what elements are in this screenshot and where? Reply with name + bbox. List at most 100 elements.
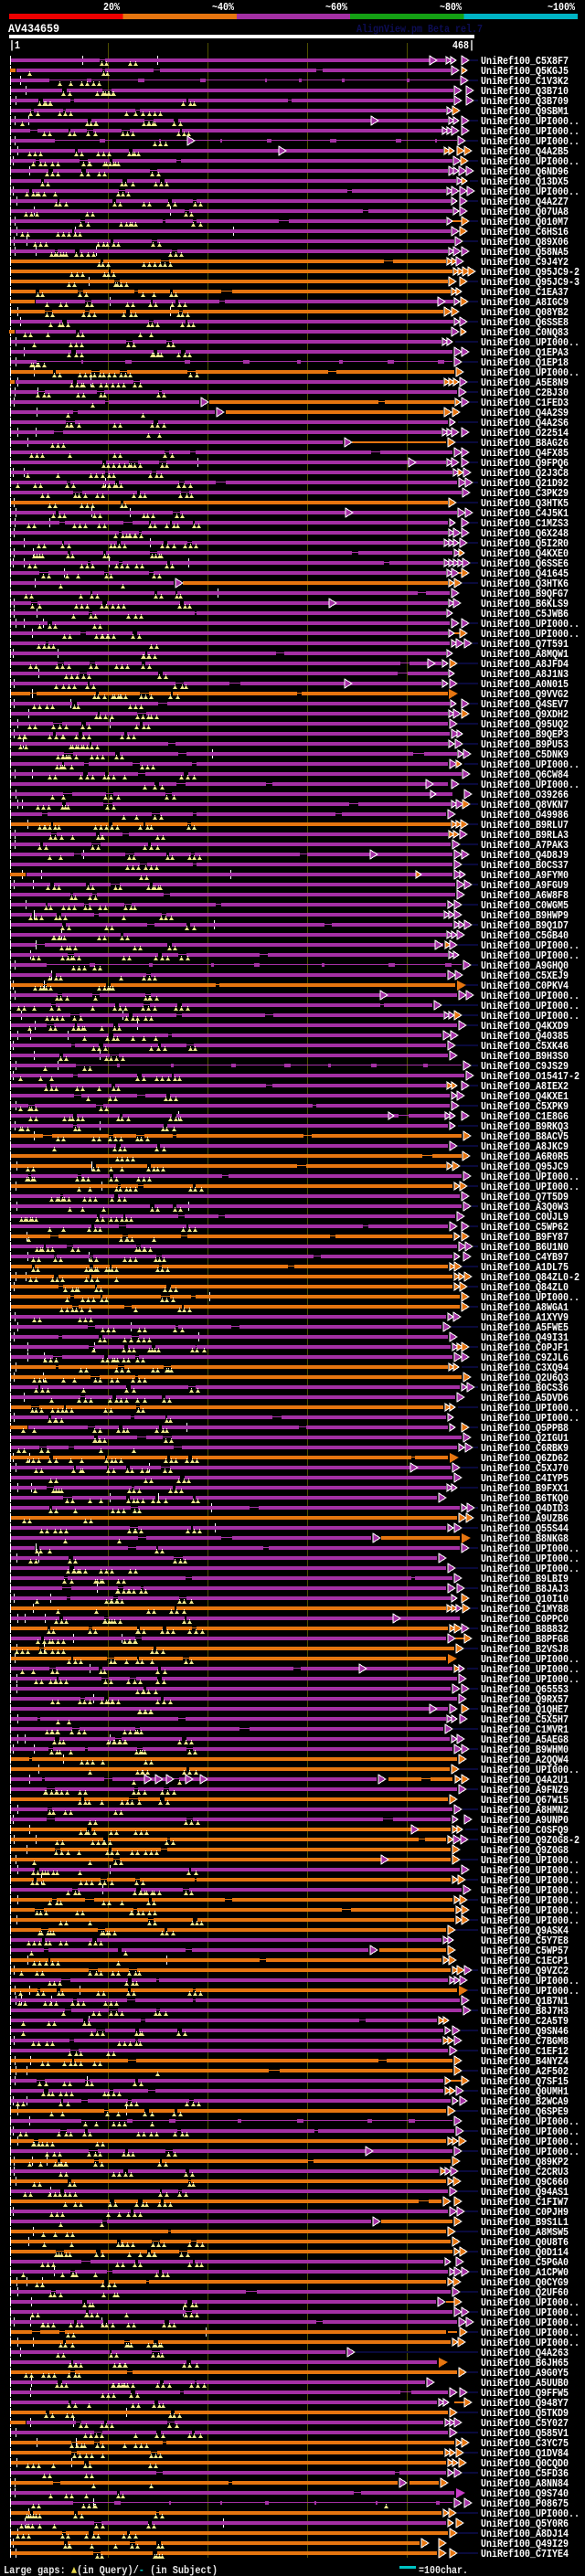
svg-text:UniRef100_Q9VZC2: UniRef100_Q9VZC2 xyxy=(481,1965,569,1977)
svg-text:UniRef100_A8DJ14: UniRef100_A8DJ14 xyxy=(481,2528,569,2540)
svg-text:UniRef100_A6R0R5: UniRef100_A6R0R5 xyxy=(481,1150,569,1163)
svg-text:UniRef100_C5FD36: UniRef100_C5FD36 xyxy=(481,2467,569,2480)
svg-text:UniRef100_Q94AS1: UniRef100_Q94AS1 xyxy=(481,2186,569,2199)
svg-text:UniRef100_Q7T5D9: UniRef100_Q7T5D9 xyxy=(481,1191,569,1203)
svg-text:UniRef100_UPI000..: UniRef100_UPI000.. xyxy=(481,1412,580,1425)
svg-text:UniRef100_C1MZS3: UniRef100_C1MZS3 xyxy=(481,517,569,530)
svg-text:UniRef100_B8B832: UniRef100_B8B832 xyxy=(481,1623,569,1636)
svg-text:UniRef100_B9PU53: UniRef100_B9PU53 xyxy=(481,738,569,751)
svg-text:UniRef100_Q84ZL0: UniRef100_Q84ZL0 xyxy=(481,1281,569,1294)
svg-text:UniRef100_UPI000..: UniRef100_UPI000.. xyxy=(481,779,580,791)
svg-text:UniRef100_UPI000..: UniRef100_UPI000.. xyxy=(481,1010,580,1023)
svg-text:20%: 20% xyxy=(103,1,121,14)
svg-text:UniRef100_Q4D8J9: UniRef100_Q4D8J9 xyxy=(481,849,569,862)
svg-text:UniRef100_UPI000..: UniRef100_UPI000.. xyxy=(481,628,580,641)
svg-text:UniRef100_Q010M7: UniRef100_Q010M7 xyxy=(481,216,569,228)
svg-text:UniRef100_B9LBI9: UniRef100_B9LBI9 xyxy=(481,1573,569,1585)
svg-text:UniRef100_Q55S44: UniRef100_Q55S44 xyxy=(481,1522,569,1535)
svg-text:UniRef100_O22514: UniRef100_O22514 xyxy=(481,427,569,440)
svg-text:UniRef100_B9S1L1: UniRef100_B9S1L1 xyxy=(481,2216,569,2229)
svg-text:UniRef100_A5AEG8: UniRef100_A5AEG8 xyxy=(481,1733,569,1746)
svg-text:UniRef100_Q3B710: UniRef100_Q3B710 xyxy=(481,85,569,98)
svg-text:UniRef100_C3PK29: UniRef100_C3PK29 xyxy=(481,487,569,500)
svg-text:UniRef100_Q13DX5: UniRef100_Q13DX5 xyxy=(481,175,569,188)
svg-text:UniRef100_Q95JC9-2: UniRef100_Q95JC9-2 xyxy=(481,266,580,279)
svg-text:UniRef100_Q948Y7: UniRef100_Q948Y7 xyxy=(481,2397,569,2410)
svg-text:UniRef100_A8NN84: UniRef100_A8NN84 xyxy=(481,2477,569,2490)
svg-text:UniRef100_A8IGC9: UniRef100_A8IGC9 xyxy=(481,296,569,309)
svg-text:UniRef100_B6U1N0: UniRef100_B6U1N0 xyxy=(481,1241,569,1254)
svg-text:UniRef100_C0UJL9: UniRef100_C0UJL9 xyxy=(481,1211,569,1224)
svg-text:UniRef100_A5UUB0: UniRef100_A5UUB0 xyxy=(481,2377,569,2390)
svg-text:UniRef100_Q9C660: UniRef100_Q9C660 xyxy=(481,2176,569,2189)
svg-text:UniRef100_C5XEJ9: UniRef100_C5XEJ9 xyxy=(481,970,569,982)
svg-text:UniRef100_UPI000..: UniRef100_UPI000.. xyxy=(481,2507,580,2520)
svg-text:UniRef100_Q4FX85: UniRef100_Q4FX85 xyxy=(481,447,569,460)
svg-text:UniRef100_Q0U8T6: UniRef100_Q0U8T6 xyxy=(481,2236,569,2249)
svg-text:UniRef100_B9FY87: UniRef100_B9FY87 xyxy=(481,1231,569,1244)
svg-text:UniRef100_UPI000..: UniRef100_UPI000.. xyxy=(481,2136,580,2148)
svg-text:UniRef100_C5Y027: UniRef100_C5Y027 xyxy=(481,2417,569,2430)
svg-text:UniRef100_C3YC75: UniRef100_C3YC75 xyxy=(481,2437,569,2450)
svg-text:UniRef100_UPI000..: UniRef100_UPI000.. xyxy=(481,1402,580,1415)
svg-text:UniRef100_Q6CW84: UniRef100_Q6CW84 xyxy=(481,769,569,781)
svg-text:UniRef100_B0CS37: UniRef100_B0CS37 xyxy=(481,859,569,872)
svg-text:UniRef100_Q1EPA3: UniRef100_Q1EPA3 xyxy=(481,346,569,359)
svg-text:UniRef100_Q4A2Z7: UniRef100_Q4A2Z7 xyxy=(481,196,569,208)
svg-text:AlignView.pm Beta rel.7: AlignView.pm Beta rel.7 xyxy=(356,23,483,36)
svg-text:UniRef100_C9ZJL6: UniRef100_C9ZJL6 xyxy=(481,1352,569,1364)
svg-text:UniRef100_C7BGM8: UniRef100_C7BGM8 xyxy=(481,2035,569,2048)
svg-text:UniRef100_UPI000..: UniRef100_UPI000.. xyxy=(481,1000,580,1012)
svg-text:UniRef100_Q6ZD62: UniRef100_Q6ZD62 xyxy=(481,1452,569,1465)
svg-text:UniRef100_A8HMN2: UniRef100_A8HMN2 xyxy=(481,1804,569,1817)
svg-text:UniRef100_Q65553: UniRef100_Q65553 xyxy=(481,1683,569,1696)
svg-text:UniRef100_C5WP62: UniRef100_C5WP62 xyxy=(481,1221,569,1234)
svg-text:UniRef100_A9G0Y5: UniRef100_A9G0Y5 xyxy=(481,2367,569,2380)
svg-text:UniRef100_UPI000..: UniRef100_UPI000.. xyxy=(481,2146,580,2158)
svg-text:UniRef100_UPI000..: UniRef100_UPI000.. xyxy=(481,135,580,148)
svg-text:UniRef100_A5FWE5: UniRef100_A5FWE5 xyxy=(481,1321,569,1334)
svg-text:UniRef100_Q6SPE9: UniRef100_Q6SPE9 xyxy=(481,2105,569,2118)
svg-text:UniRef100_Q21D92: UniRef100_Q21D92 xyxy=(481,477,569,490)
svg-text:UniRef100_Q10I10: UniRef100_Q10I10 xyxy=(481,1593,569,1606)
svg-text:UniRef100_C3XQ94: UniRef100_C3XQ94 xyxy=(481,1362,569,1374)
svg-text:UniRef100_Q9Z0G8: UniRef100_Q9Z0G8 xyxy=(481,1844,569,1857)
svg-text:UniRef100_A8JKC9: UniRef100_A8JKC9 xyxy=(481,1140,569,1153)
svg-text:=100char.: =100char. xyxy=(419,2564,468,2576)
svg-text:UniRef100_C0WGM5: UniRef100_C0WGM5 xyxy=(481,899,569,912)
svg-text:UniRef100_B9FXX1: UniRef100_B9FXX1 xyxy=(481,1482,569,1495)
svg-text:UniRef100_Q7T591: UniRef100_Q7T591 xyxy=(481,638,569,651)
svg-text:UniRef100_A9FYM0: UniRef100_A9FYM0 xyxy=(481,869,569,882)
svg-text:UniRef100_Q3HTK5: UniRef100_Q3HTK5 xyxy=(481,497,569,510)
svg-text:UniRef100_UPI000..: UniRef100_UPI000.. xyxy=(481,1874,580,1887)
svg-text:UniRef100_C7IYE4: UniRef100_C7IYE4 xyxy=(481,2548,569,2560)
svg-text:UniRef100_Q89X06: UniRef100_Q89X06 xyxy=(481,236,569,249)
svg-text:UniRef100_Q7SF15: UniRef100_Q7SF15 xyxy=(481,2075,569,2088)
svg-text:UniRef100_B8NKG8: UniRef100_B8NKG8 xyxy=(481,1532,569,1545)
svg-text:UniRef100_UPI000..: UniRef100_UPI000.. xyxy=(481,366,580,379)
svg-text:UniRef100_B8JAJ3: UniRef100_B8JAJ3 xyxy=(481,1583,569,1595)
svg-text:UniRef100_UPI000..: UniRef100_UPI000.. xyxy=(481,2316,580,2329)
svg-text:UniRef100_C0NQ83: UniRef100_C0NQ83 xyxy=(481,326,569,339)
svg-text:UniRef100_C5JWB6: UniRef100_C5JWB6 xyxy=(481,608,569,620)
svg-text:UniRef100_Q1QHE7: UniRef100_Q1QHE7 xyxy=(481,1703,569,1716)
svg-text:UniRef100_UPI000..: UniRef100_UPI000.. xyxy=(481,2337,580,2349)
svg-text:UniRef100_UPI000..: UniRef100_UPI000.. xyxy=(481,2296,580,2309)
svg-text:~80%: ~80% xyxy=(440,1,463,14)
svg-text:UniRef100_A3Q0W3: UniRef100_A3Q0W3 xyxy=(481,1201,569,1214)
svg-text:UniRef100_UPI000..: UniRef100_UPI000.. xyxy=(481,1894,580,1907)
svg-text:UniRef100_A9UZB6: UniRef100_A9UZB6 xyxy=(481,1512,569,1525)
svg-text:UniRef100_C5XJ70: UniRef100_C5XJ70 xyxy=(481,1462,569,1475)
svg-text:UniRef100_C1V3K2: UniRef100_C1V3K2 xyxy=(481,75,569,88)
svg-text:UniRef100_Q9Z0G8-2: UniRef100_Q9Z0G8-2 xyxy=(481,1834,580,1847)
svg-text:UniRef100_C1FIW7: UniRef100_C1FIW7 xyxy=(481,2196,569,2209)
svg-text:UniRef100_A8IEX2: UniRef100_A8IEX2 xyxy=(481,1080,569,1093)
svg-text:UniRef100_C5XPK9: UniRef100_C5XPK9 xyxy=(481,1100,569,1113)
svg-text:UniRef100_B6KLS9: UniRef100_B6KLS9 xyxy=(481,598,569,610)
svg-text:UniRef100_Q9S740: UniRef100_Q9S740 xyxy=(481,2487,569,2500)
svg-text:UniRef100_A8MQW1: UniRef100_A8MQW1 xyxy=(481,648,569,661)
svg-text:~100%: ~100% xyxy=(548,1,576,14)
svg-text:UniRef100_C5PGA0: UniRef100_C5PGA0 xyxy=(481,2256,569,2269)
svg-text:UniRef100_UPI000..: UniRef100_UPI000.. xyxy=(481,1663,580,1676)
svg-text:UniRef100_UPI000..: UniRef100_UPI000.. xyxy=(481,2306,580,2319)
